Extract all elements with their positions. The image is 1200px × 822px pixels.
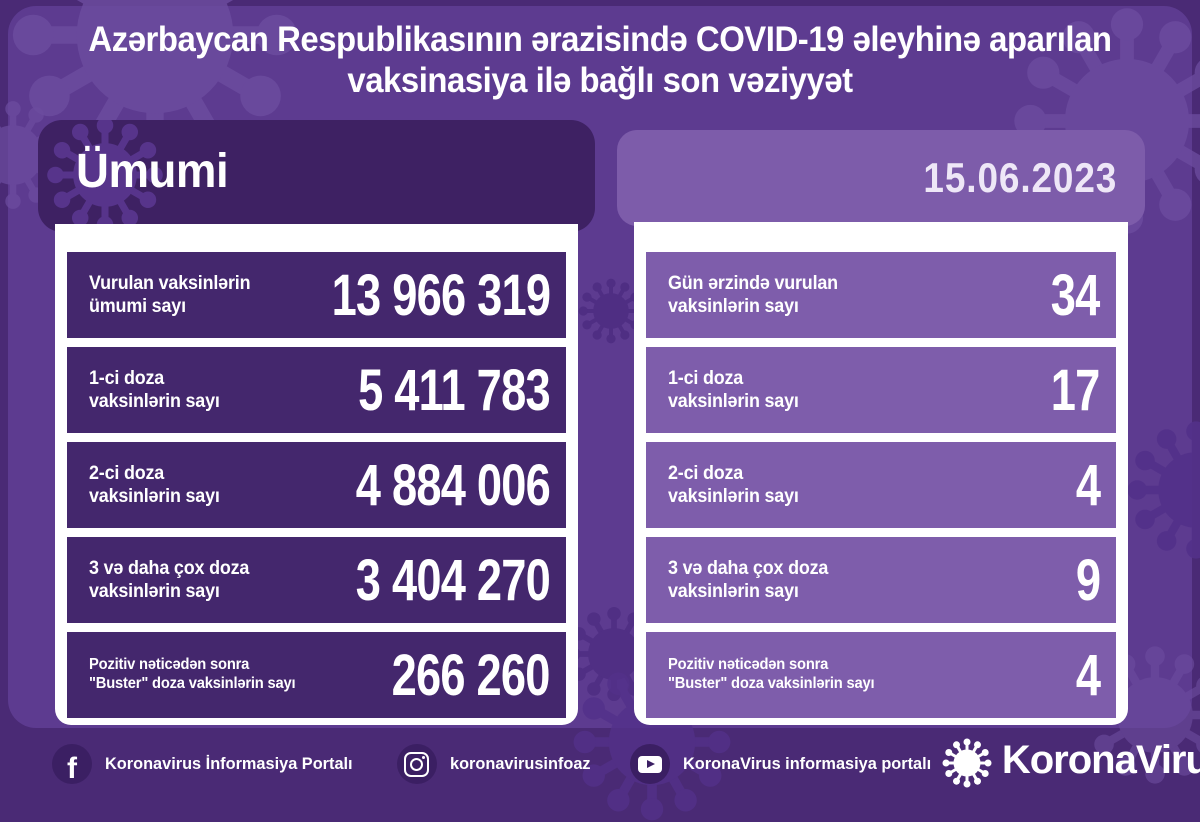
stat-value: 4 bbox=[1075, 642, 1101, 708]
daily-panel-header: 15.06.2023 bbox=[617, 130, 1145, 226]
youtube-link: KoronaVirus informasiya portalı bbox=[630, 744, 942, 784]
stat-value: 13 966 319 bbox=[331, 262, 550, 328]
stat-label: Pozitiv nəticədən sonra "Buster" doza vak… bbox=[668, 656, 875, 692]
stat-row-dose1-total: 1-ci doza vaksinlərin sayı 5 411 783 bbox=[67, 347, 566, 433]
page-title: Azərbaycan Respublikasının ərazisində CO… bbox=[36, 20, 1164, 102]
stat-value: 4 884 006 bbox=[355, 452, 551, 518]
daily-panel: 15.06.2023 Gün ərzində vurulan vaksinləri… bbox=[617, 130, 1145, 725]
stat-row-dose1-daily: 1-ci doza vaksinlərin sayı 17 bbox=[646, 347, 1116, 433]
page-title-line2: vaksinasiya ilə bağlı son vəziyyət bbox=[347, 60, 853, 100]
stat-label: Vurulan vaksinlərin ümumi sayı bbox=[89, 272, 251, 317]
stat-row-dose3plus-daily: 3 və daha çox doza vaksinlərin sayı 9 bbox=[646, 537, 1116, 623]
stat-label: 2-ci doza vaksinlərin sayı bbox=[89, 462, 220, 507]
totals-panel-header: Ümumi bbox=[38, 120, 595, 232]
stat-label: Pozitiv nəticədən sonra "Buster" doza vak… bbox=[89, 656, 296, 692]
stat-label: 2-ci doza vaksinlərin sayı bbox=[668, 462, 799, 507]
stat-value: 17 bbox=[1051, 357, 1101, 423]
stat-row-dose2-total: 2-ci doza vaksinlərin sayı 4 884 006 bbox=[67, 442, 566, 528]
stat-value: 9 bbox=[1075, 547, 1101, 613]
totals-panel: Ümumi Vurulan vaksinlərin ümumi sayı 13 9… bbox=[38, 120, 595, 725]
stat-row-total-vaccines: Vurulan vaksinlərin ümumi sayı 13 966 319 bbox=[67, 252, 566, 338]
instagram-icon bbox=[396, 744, 437, 784]
facebook-label: Koronavirus İnformasiya Portalı bbox=[105, 754, 353, 773]
stat-value: 34 bbox=[1051, 262, 1101, 328]
facebook-link: f Koronavirus İnformasiya Portalı bbox=[52, 744, 363, 784]
stat-value: 4 bbox=[1075, 452, 1101, 518]
youtube-label: KoronaVirus informasiya portalı bbox=[683, 754, 932, 773]
stat-row-dose2-daily: 2-ci doza vaksinlərin sayı 4 bbox=[646, 442, 1116, 528]
youtube-icon bbox=[630, 744, 671, 784]
stat-label: 3 və daha çox doza vaksinlərin sayı bbox=[668, 557, 829, 602]
stat-row-dose3plus-total: 3 və daha çox doza vaksinlərin sayı 3 404… bbox=[67, 537, 566, 623]
stat-value: 266 260 bbox=[391, 642, 551, 708]
stat-label: 1-ci doza vaksinlərin sayı bbox=[89, 367, 220, 412]
stat-label: Gün ərzində vurulan vaksinlərin sayı bbox=[668, 272, 838, 317]
stat-label: 3 və daha çox doza vaksinlərin sayı bbox=[89, 557, 250, 602]
instagram-label: koronavirusinfoaz bbox=[449, 754, 591, 773]
page-title-line1: Azərbaycan Respublikasının ərazisində CO… bbox=[88, 20, 1112, 59]
stat-value: 5 411 783 bbox=[358, 357, 551, 423]
stat-row-booster-daily: Pozitiv nəticədən sonra "Buster" doza vak… bbox=[646, 632, 1116, 718]
stat-row-booster-total: Pozitiv nəticədən sonra "Buster" doza vak… bbox=[67, 632, 566, 718]
koronavirus-logo-icon bbox=[941, 738, 992, 788]
daily-panel-body: Gün ərzində vurulan vaksinlərin sayı 34 1… bbox=[634, 222, 1128, 725]
facebook-icon: f bbox=[52, 744, 92, 784]
date-label: 15.06.2023 bbox=[923, 154, 1117, 201]
stat-row-daily-vaccines: Gün ərzində vurulan vaksinlərin sayı 34 bbox=[646, 252, 1116, 338]
stat-label: 1-ci doza vaksinlərin sayı bbox=[668, 367, 799, 412]
footer: f Koronavirus İnformasiya Portalı korona… bbox=[0, 728, 1200, 800]
stat-value: 3 404 270 bbox=[355, 547, 551, 613]
totals-panel-title: Ümumi bbox=[76, 145, 229, 198]
instagram-link: koronavirusinfoaz bbox=[396, 744, 596, 784]
totals-panel-body: Vurulan vaksinlərin ümumi sayı 13 966 319… bbox=[55, 224, 578, 725]
